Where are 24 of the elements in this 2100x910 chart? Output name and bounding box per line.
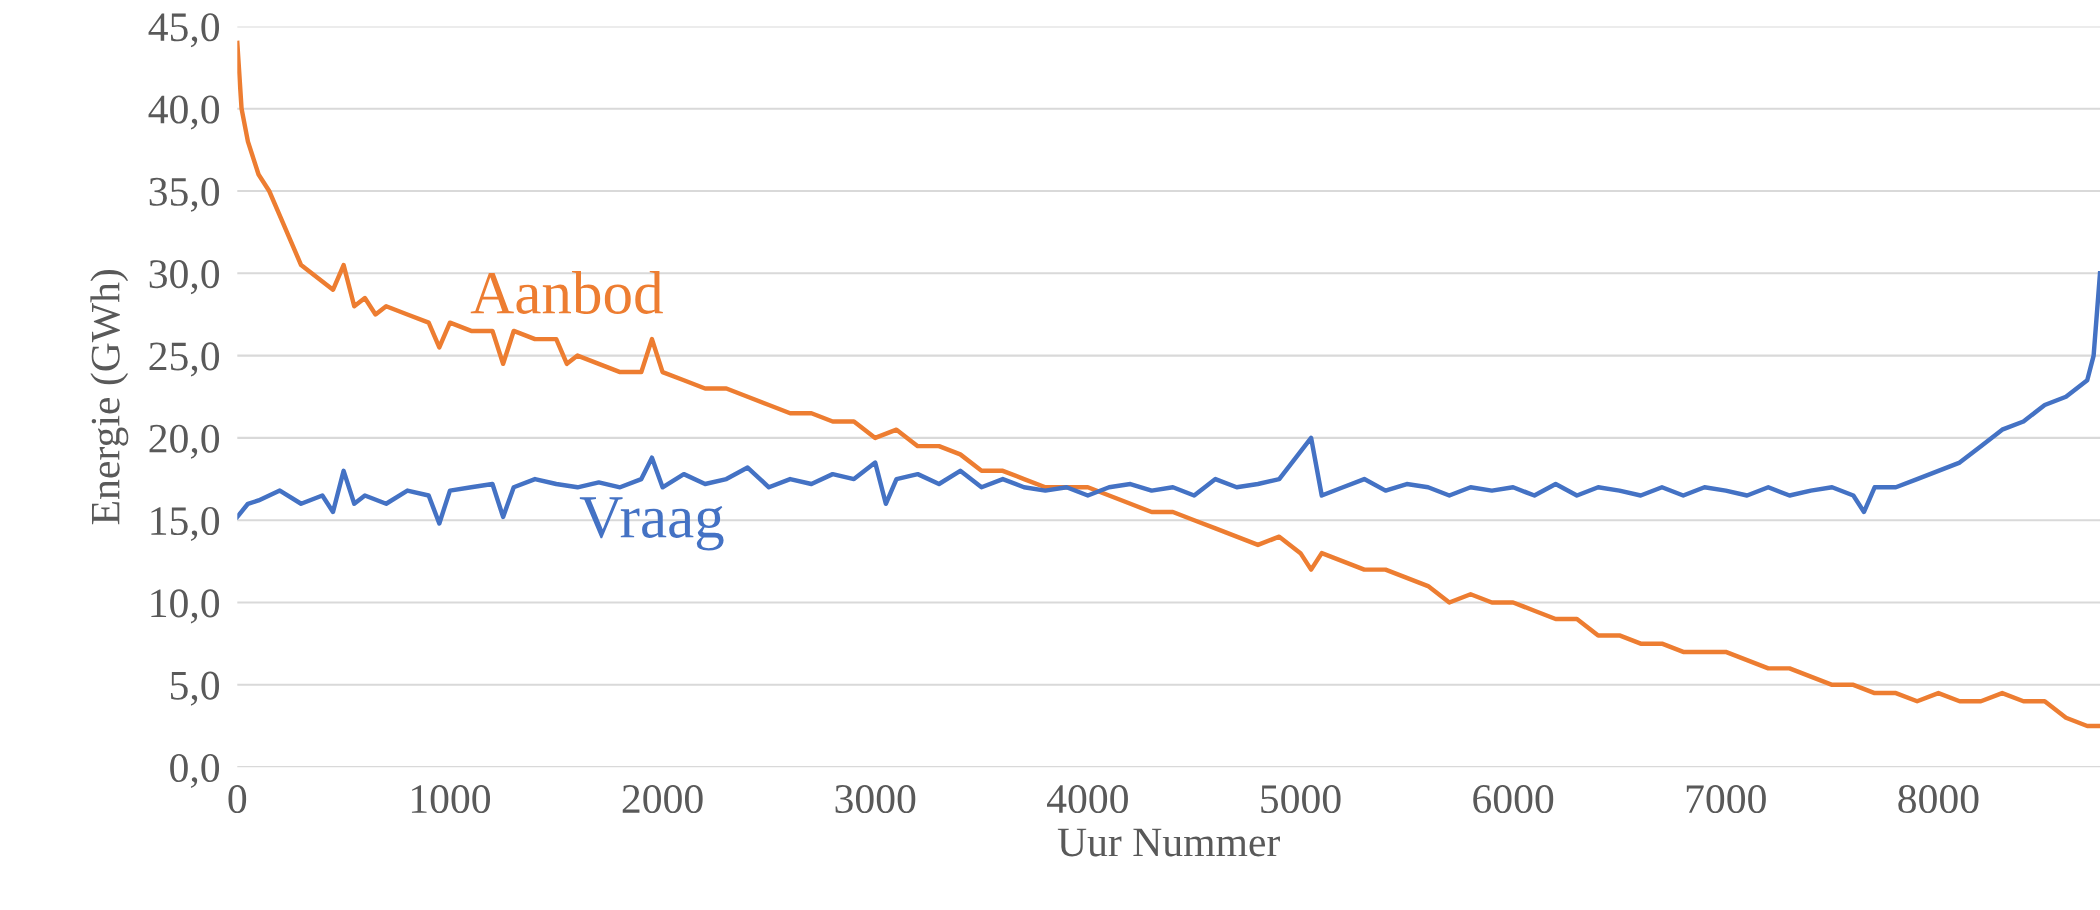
y-tick-label: 30,0 bbox=[149, 260, 220, 295]
x-tick-label: 5000 bbox=[1261, 785, 1341, 814]
x-tick-label: 7000 bbox=[1686, 785, 1766, 814]
x-tick-label: 8000 bbox=[1898, 785, 1979, 814]
x-tick-label: 0 bbox=[228, 785, 247, 814]
y-tick-label: 20,0 bbox=[149, 424, 220, 459]
series-label: Vraag bbox=[579, 497, 724, 551]
y-tick-label: 35,0 bbox=[149, 177, 220, 212]
y-tick-label: 10,0 bbox=[151, 589, 220, 624]
y-tick-label: 15,0 bbox=[151, 506, 220, 542]
y-tick-label: 40,0 bbox=[148, 95, 220, 130]
x-tick-label: 2000 bbox=[622, 785, 703, 814]
y-axis-title: Energie (GWh) bbox=[90, 269, 129, 525]
y-tick-label: 5,0 bbox=[170, 671, 220, 706]
y-tick-label: 45,0 bbox=[148, 13, 220, 48]
x-tick-label: 4000 bbox=[1047, 785, 1128, 814]
x-tick-label: 6000 bbox=[1473, 785, 1554, 814]
x-tick-label: 1000 bbox=[411, 785, 491, 814]
y-tick-label: 25,0 bbox=[149, 342, 220, 377]
y-tick-label: 0,0 bbox=[170, 753, 220, 788]
series-label: Aanbod bbox=[470, 270, 663, 314]
x-tick-label: 3000 bbox=[835, 785, 916, 814]
x-axis-title: Uur Nummer bbox=[1057, 828, 1280, 857]
line-series bbox=[237, 40, 2100, 729]
